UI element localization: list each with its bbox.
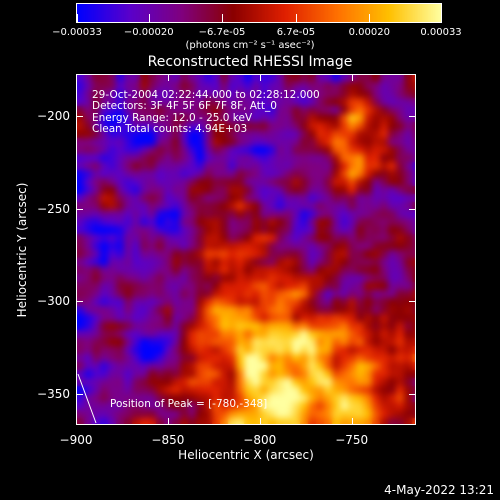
info-time-range: 29-Oct-2004 02:22:44.000 to 02:28:12.000	[92, 89, 320, 101]
colorbar-tick-label: −0.00020	[123, 27, 174, 38]
y-tick	[76, 393, 83, 395]
peak-pointer-line	[77, 373, 97, 424]
colorbar-tick-label: −6.7e-05	[198, 27, 246, 38]
y-tick	[409, 393, 416, 395]
y-tick-label: −350	[37, 386, 70, 401]
y-tick	[409, 116, 416, 118]
colorbar-tick	[295, 14, 297, 22]
x-tick	[76, 74, 77, 81]
peak-position-label: Position of Peak = [-780,-348]	[110, 398, 268, 410]
colorbar	[76, 3, 442, 23]
colorbar-tick	[369, 14, 371, 22]
y-tick	[409, 301, 416, 303]
x-tick-label: −900	[59, 433, 93, 447]
heatmap-image	[76, 74, 416, 425]
y-tick-label: −250	[37, 201, 70, 216]
y-tick	[76, 208, 83, 210]
colorbar-tick	[441, 14, 442, 22]
chart-title: Reconstructed RHESSI Image	[147, 54, 353, 70]
x-tick	[76, 418, 77, 425]
y-axis-label: Heliocentric Y (arcsec)	[15, 182, 29, 318]
y-tick	[76, 301, 83, 303]
y-tick-label: −200	[37, 109, 70, 124]
info-clean-counts: Clean Total counts: 4.94E+03	[92, 123, 248, 135]
y-tick	[409, 208, 416, 210]
x-tick	[259, 418, 261, 425]
x-axis-label: Heliocentric X (arcsec)	[178, 448, 314, 462]
info-energy-range: Energy Range: 12.0 - 25.0 keV	[92, 112, 253, 124]
x-tick	[351, 418, 353, 425]
x-tick-label: −800	[243, 433, 277, 447]
info-detectors: Detectors: 3F 4F 5F 6F 7F 8F, Att_0	[92, 100, 277, 112]
x-tick-label: −750	[335, 433, 369, 447]
colorbar-tick	[77, 14, 78, 22]
datestamp: 4-May-2022 13:21	[384, 483, 494, 497]
x-tick	[351, 74, 353, 81]
x-tick	[259, 74, 261, 81]
colorbar-tick-label: 6.7e-05	[276, 27, 316, 38]
colorbar-tick-label: 0.00033	[420, 27, 462, 38]
x-tick	[167, 74, 169, 81]
x-tick	[167, 418, 169, 425]
colorbar-tick	[148, 14, 150, 22]
y-tick	[76, 116, 83, 118]
plot-frame	[76, 74, 416, 425]
x-tick-label: −850	[151, 433, 185, 447]
colorbar-tick-label: −0.00033	[52, 27, 102, 38]
colorbar-tick	[222, 14, 224, 22]
colorbar-unit-label: (photons cm⁻² s⁻¹ asec⁻²)	[185, 40, 315, 51]
y-tick-label: −300	[37, 294, 70, 309]
colorbar-tick-label: 0.00020	[348, 27, 390, 38]
